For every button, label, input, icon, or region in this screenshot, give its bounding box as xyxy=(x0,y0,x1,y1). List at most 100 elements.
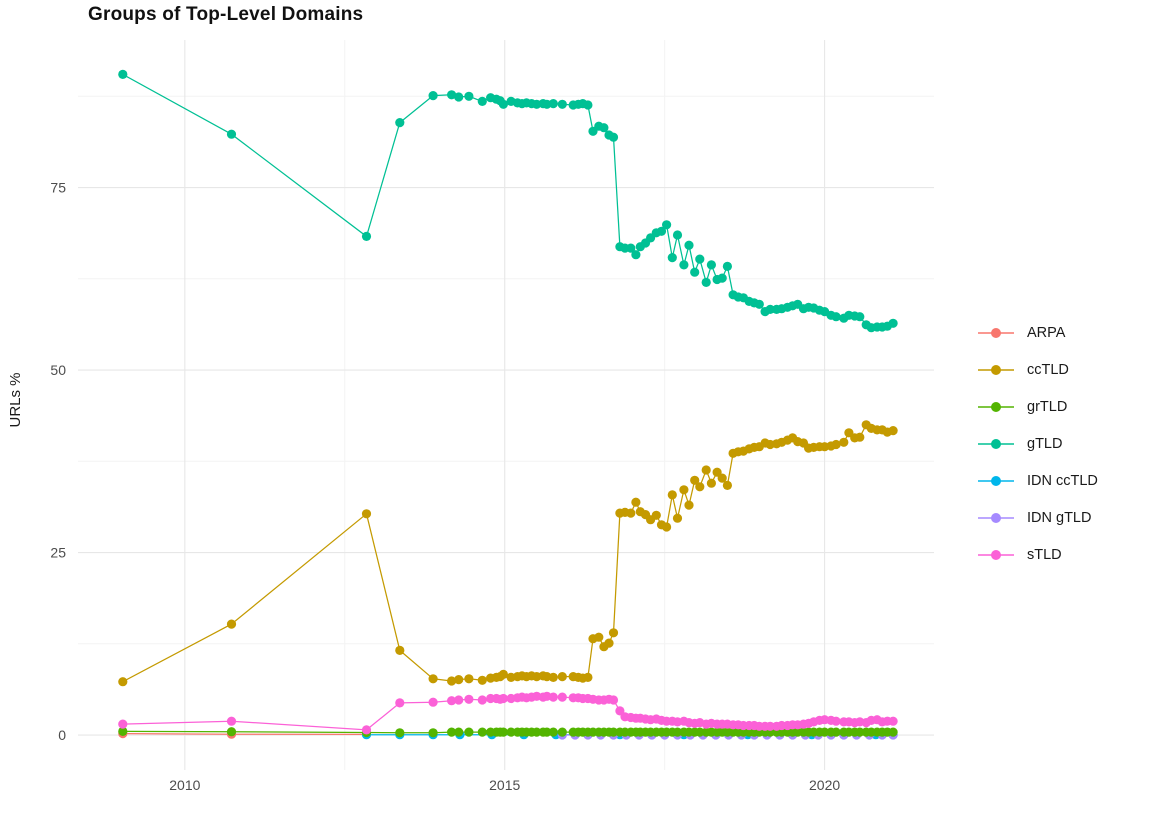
series-line-arpa xyxy=(122,732,367,736)
series-point-stld xyxy=(454,695,464,705)
series-point-cctld xyxy=(395,645,405,656)
legend-marker-icon xyxy=(978,365,1014,375)
x-tick-label: 2010 xyxy=(169,777,200,793)
series-point-grtld xyxy=(557,727,567,737)
y-tick-label: 0 xyxy=(58,727,66,743)
series-point-gtld xyxy=(717,273,727,283)
series-point-gtld xyxy=(447,90,457,100)
series-point-stld xyxy=(464,694,474,704)
series-point-grtld xyxy=(548,727,558,737)
legend-label-arpa: ARPA xyxy=(1027,325,1066,341)
series-point-stld xyxy=(226,716,237,726)
series-point-cctld xyxy=(604,638,614,648)
series-point-grtld xyxy=(672,727,683,737)
series-point-gtld xyxy=(498,99,508,109)
legend-item-arpa: ARPA xyxy=(978,322,1098,344)
series-point-gtld xyxy=(684,240,694,250)
legend-key-dot xyxy=(991,439,1001,449)
legend-key-dot xyxy=(991,402,1001,412)
legend: ARPA ccTLD grTLD gTLD IDN ccTLD IDN gTLD sTLD xyxy=(978,322,1098,566)
series-point-stld xyxy=(477,695,487,705)
legend-label-idn-gtld: IDN gTLD xyxy=(1027,510,1092,526)
series-point-cctld xyxy=(361,509,372,519)
series-point-cctld xyxy=(690,475,700,485)
series-point-gtld xyxy=(631,250,641,260)
legend-marker-icon xyxy=(978,328,1014,338)
legend-marker-icon xyxy=(978,402,1014,412)
series-point-stld xyxy=(548,692,558,702)
series-point-gtld xyxy=(706,260,717,270)
series-point-gtld xyxy=(662,220,672,230)
series-point-cctld xyxy=(701,465,711,475)
series-point-cctld xyxy=(662,522,672,532)
legend-item-idn-cctld: IDN ccTLD xyxy=(978,470,1098,492)
legend-label-gtld: gTLD xyxy=(1027,436,1063,452)
legend-key-dot xyxy=(991,550,1001,560)
series-point-stld xyxy=(447,696,457,706)
series-point-grtld xyxy=(226,727,237,737)
series-point-cctld xyxy=(839,437,849,447)
series-point-grtld xyxy=(454,727,464,737)
series-point-cctld xyxy=(477,675,487,685)
chart-title: Groups of Top-Level Domains xyxy=(88,4,364,25)
legend-label-cctld: ccTLD xyxy=(1027,362,1069,378)
series-point-gtld xyxy=(395,118,405,128)
series-point-grtld xyxy=(395,728,405,738)
legend-item-cctld: ccTLD xyxy=(978,359,1098,381)
series-point-gtld xyxy=(118,69,128,79)
series-point-cctld xyxy=(626,508,636,518)
legend-item-stld: sTLD xyxy=(978,544,1098,566)
series-point-gtld xyxy=(679,260,689,270)
legend-key-dot xyxy=(991,328,1001,338)
series-point-gtld xyxy=(464,91,474,101)
series-point-gtld xyxy=(831,312,841,322)
legend-item-grtld: grTLD xyxy=(978,396,1098,418)
legend-marker-icon xyxy=(978,550,1014,560)
series-point-cctld xyxy=(667,490,677,500)
series-point-stld xyxy=(608,695,619,705)
series-point-cctld xyxy=(464,674,474,684)
series-point-cctld xyxy=(447,676,457,686)
series-point-stld xyxy=(428,697,438,707)
series-point-cctld xyxy=(684,500,694,510)
series-point-cctld xyxy=(672,513,683,523)
series-point-cctld xyxy=(557,672,567,682)
series-point-stld xyxy=(888,716,898,726)
series-point-gtld xyxy=(888,318,898,328)
series-point-stld xyxy=(498,693,508,704)
series-point-cctld xyxy=(608,628,619,638)
legend-label-idn-cctld: IDN ccTLD xyxy=(1027,473,1098,489)
series-point-cctld xyxy=(695,482,705,492)
series-point-grtld xyxy=(695,727,705,737)
legend-marker-icon xyxy=(978,476,1014,486)
series-point-cctld xyxy=(706,478,717,488)
legend-label-stld: sTLD xyxy=(1027,547,1062,563)
series-point-cctld xyxy=(888,426,898,436)
series-point-gtld xyxy=(672,230,683,240)
legend-key-dot xyxy=(991,476,1001,486)
legend-label-grtld: grTLD xyxy=(1027,399,1068,415)
series-point-grtld xyxy=(464,727,474,737)
series-point-gtld xyxy=(454,92,464,102)
series-point-cctld xyxy=(717,473,727,483)
series-point-cctld xyxy=(583,672,593,683)
series-point-gtld xyxy=(477,96,487,106)
series-point-cctld xyxy=(454,675,464,685)
series-point-gtld xyxy=(599,123,609,133)
legend-key-dot xyxy=(991,513,1001,523)
x-tick-label: 2020 xyxy=(809,777,840,793)
series-point-gtld xyxy=(690,267,700,277)
series-point-gtld xyxy=(226,129,237,139)
series-point-gtld xyxy=(361,231,372,241)
series-point-grtld xyxy=(118,726,128,737)
series-point-gtld xyxy=(428,91,438,101)
series-point-cctld xyxy=(855,432,865,442)
series-point-cctld xyxy=(631,497,641,507)
series-point-grtld xyxy=(542,727,552,737)
series-point-gtld xyxy=(608,132,619,142)
series-point-cctld xyxy=(118,677,128,687)
series-point-gtld xyxy=(626,243,636,253)
legend-item-idn-gtld: IDN gTLD xyxy=(978,507,1098,529)
series-point-stld xyxy=(361,725,372,735)
